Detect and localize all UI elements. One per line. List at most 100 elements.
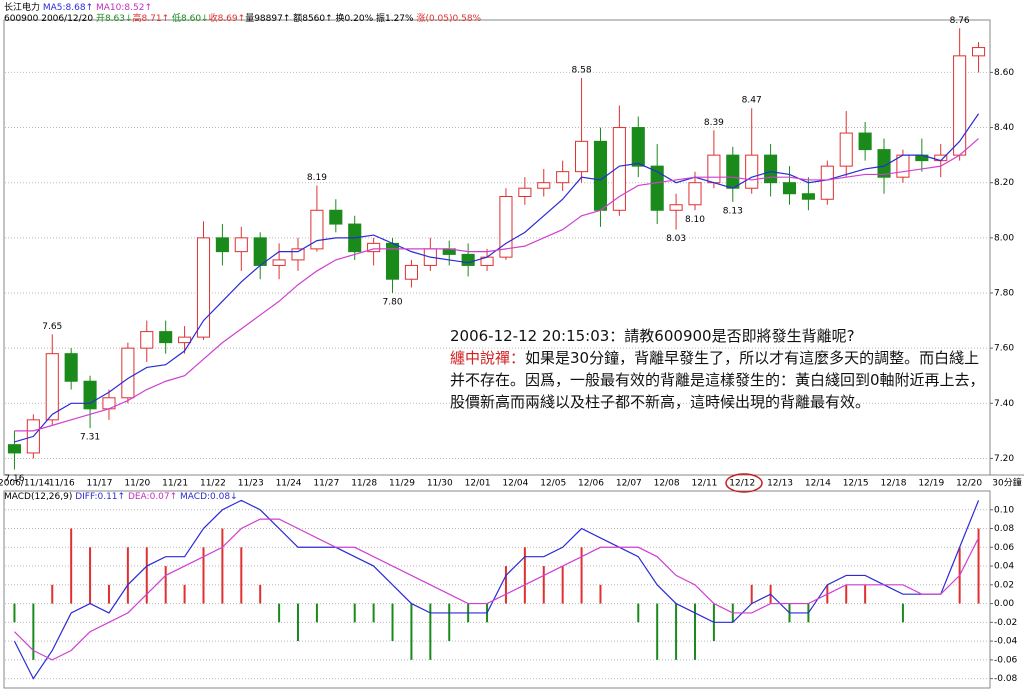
note: 2006-12-12 20:15:03：請教600900是否即將發生背離呢? 纏… <box>450 325 985 413</box>
candle-body <box>764 154 778 184</box>
info-item: DEA:0.07↑ <box>125 492 177 502</box>
extreme-label: 8.76 <box>950 16 970 26</box>
y-tick-label: -0.02 <box>994 618 1017 628</box>
indicator-line <box>14 138 979 432</box>
candle-body <box>159 331 173 344</box>
candle-body <box>140 331 154 349</box>
candle-body <box>215 237 229 253</box>
note-speaker: 纏中說禪： <box>450 349 526 367</box>
info-item: 低8.60↓ <box>169 12 208 24</box>
info-item: 额8560↑ <box>290 12 332 24</box>
y-tick-label: -0.06 <box>994 655 1018 665</box>
info-item: 长江电力 <box>4 1 40 13</box>
info-item: 收8.69↑ <box>209 12 246 24</box>
x-tick-label: 11/17 <box>87 479 113 489</box>
candle-body <box>367 242 381 253</box>
note-line: 如果是30分鐘，背離早發生了，所以才有這麼多天的調整。而白綫上 <box>525 349 980 367</box>
candle-body <box>726 154 740 189</box>
info-item: 开8.63↓ <box>93 13 132 24</box>
y-tick-label: 7.20 <box>994 454 1014 464</box>
candle-body <box>404 264 418 280</box>
candle-body <box>518 187 532 197</box>
extreme-label: 8.47 <box>742 96 762 106</box>
candle-body <box>575 140 589 173</box>
x-tick-label: 12/07 <box>616 479 642 489</box>
info-item: MACD(12,26,9) <box>4 492 72 502</box>
candle-body <box>688 182 702 206</box>
candle-body <box>196 237 211 338</box>
x-tick-label: 11/24 <box>276 479 302 489</box>
x-tick-label: 11/27 <box>313 479 339 489</box>
highlight-circle <box>725 473 763 493</box>
info-item: 振1.27% <box>373 12 414 24</box>
indicator-line <box>13 499 980 680</box>
info-item: 600900 2006/12/20 <box>4 14 93 24</box>
candle-body <box>801 193 815 200</box>
extreme-label: 8.13 <box>723 207 743 217</box>
candle-body <box>971 47 986 57</box>
x-tick-label: 12/08 <box>654 479 680 489</box>
x-tick-label: 12/20 <box>956 479 982 489</box>
extreme-label: 7.16 <box>4 474 24 484</box>
extreme-label: 8.03 <box>666 234 686 244</box>
info-row: 600900 2006/12/20 开8.63↓高8.71↑ 低8.60↓收8.… <box>4 12 482 24</box>
y-tick-label: 0.06 <box>994 543 1014 553</box>
info-item: 量98897↑ <box>245 13 290 24</box>
indicator-line <box>14 518 980 661</box>
candle-body <box>253 237 267 266</box>
candle-body <box>820 165 834 200</box>
candle-body <box>631 127 645 167</box>
candle-body <box>45 353 59 421</box>
x-tick-label: 11/29 <box>389 479 415 489</box>
x-tick-label: 11/30 <box>427 479 453 489</box>
info-row: MACD(12,26,9) DIFF:0.11↑ DEA:0.07↑ MACD:… <box>4 492 238 502</box>
candle-body <box>839 132 853 167</box>
candle-body <box>537 182 551 189</box>
info-item: MACD:0.08↓ <box>177 492 237 502</box>
candle-body <box>858 132 872 151</box>
x-tick-label: 12/12 <box>729 479 755 489</box>
y-tick-label: 0.00 <box>994 599 1014 609</box>
candle-body <box>7 444 22 454</box>
candle-body <box>178 336 192 344</box>
y-tick-label: 8.00 <box>994 233 1014 243</box>
y-tick-label: 0.10 <box>994 505 1014 515</box>
x-tick-label: 12/19 <box>918 479 944 489</box>
x-tick-label: 12/06 <box>578 479 604 489</box>
candle-body <box>83 380 97 410</box>
candle-body <box>272 259 286 266</box>
info-item: MA10:8.52↑ <box>93 3 152 13</box>
extreme-label: 8.58 <box>572 65 592 75</box>
extreme-label: 8.19 <box>307 173 327 183</box>
note-question: 2006-12-12 20:15:03：請教600900是否即將發生背離呢? <box>450 327 855 345</box>
candle-body <box>329 209 343 225</box>
candle-body <box>612 127 626 211</box>
extreme-label: 7.65 <box>42 322 62 332</box>
info-item: MA5:8.68↑ <box>40 3 93 13</box>
extreme-label: 8.10 <box>685 215 705 225</box>
candle-body <box>707 154 721 184</box>
y-tick-label: -0.04 <box>994 637 1018 647</box>
x-tick-label: 12/15 <box>843 479 869 489</box>
x-tick-label: 12/04 <box>502 479 528 489</box>
candle-body <box>461 253 475 266</box>
x-tick-label: 11/16 <box>49 479 75 489</box>
y-tick-label: 0.02 <box>994 580 1014 590</box>
candle-body <box>593 140 608 211</box>
y-tick-label: 7.80 <box>994 289 1014 299</box>
y-tick-label: 8.40 <box>994 123 1014 133</box>
x-tick-label: 12/11 <box>691 479 717 489</box>
extreme-label: 7.31 <box>80 433 100 443</box>
candle-body <box>121 347 135 399</box>
candle-body <box>896 154 910 178</box>
extreme-label: 7.80 <box>383 298 403 308</box>
x-tick-label: 2006/11/14 <box>0 479 50 489</box>
info-item: 涨(0.05)0.58% <box>414 13 482 24</box>
y-tick-label: -0.08 <box>994 674 1018 684</box>
info-item: DIFF:0.11↑ <box>72 492 125 502</box>
x-tick-label: 11/28 <box>351 479 377 489</box>
info-item: 高8.71↑ <box>133 12 170 24</box>
y-tick-label: 7.60 <box>994 344 1014 354</box>
